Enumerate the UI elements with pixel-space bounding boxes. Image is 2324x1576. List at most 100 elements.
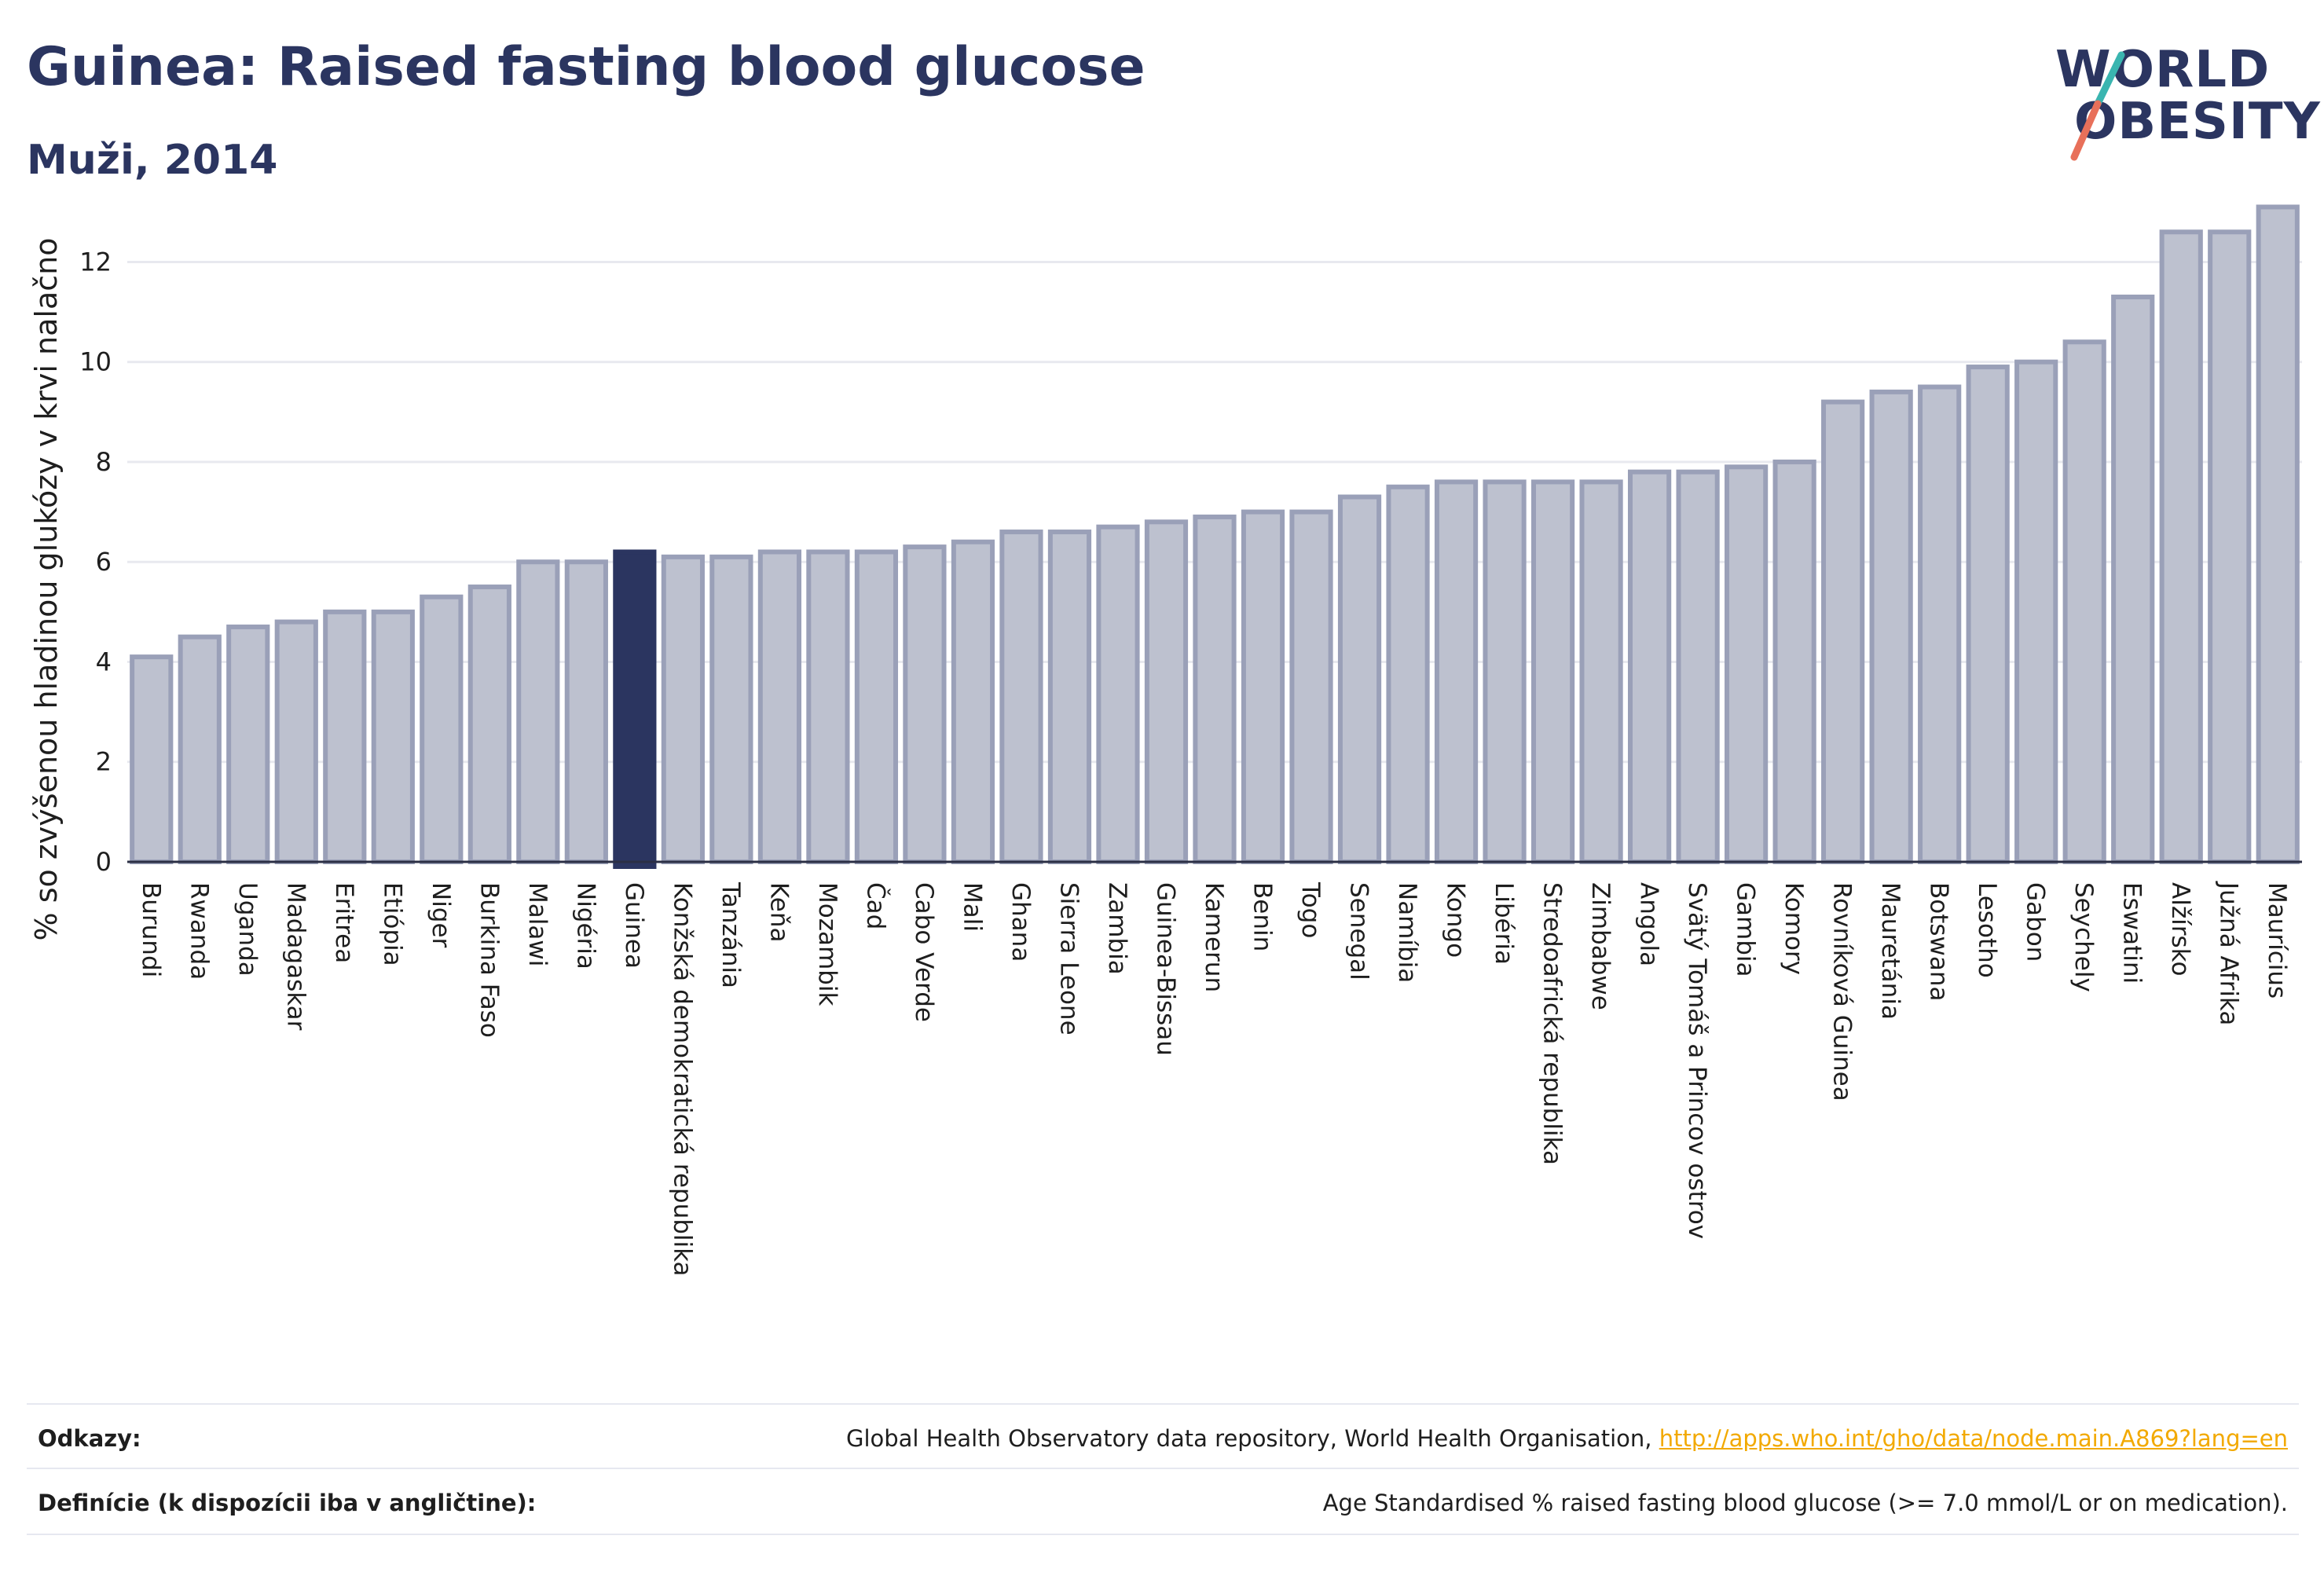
x-tick-label: Zambia (1103, 882, 1131, 975)
x-tick-label: Sierra Leone (1054, 882, 1083, 1035)
y-tick-label: 4 (96, 647, 112, 676)
axis-layer: 0 2 4 6 8 10 12 (79, 247, 2302, 877)
bar (371, 609, 415, 865)
x-tick-label: Kamerun (1200, 882, 1228, 992)
bar (274, 619, 318, 864)
bar (1966, 365, 2010, 865)
bar (903, 544, 947, 865)
bar (1483, 479, 1527, 864)
x-tick-label: Svätý Tomáš a Princov ostrov (1683, 882, 1711, 1239)
bar (951, 539, 995, 865)
x-tick-label: Senegal (1345, 882, 1373, 980)
y-tick-label: 8 (96, 447, 112, 477)
x-tick-label: Malawi (523, 882, 552, 966)
bar (661, 554, 705, 864)
bar (1579, 479, 1623, 864)
bar (1193, 514, 1237, 864)
x-tick-label: Lesotho (1973, 882, 2001, 978)
bar (806, 549, 850, 864)
bar (2159, 229, 2203, 864)
bar (1289, 509, 1333, 864)
bar (613, 549, 657, 869)
bar (1241, 509, 1285, 864)
bar (226, 624, 270, 864)
bar (1676, 469, 1720, 864)
bar (1434, 479, 1479, 864)
x-tick-label: Etiópia (378, 882, 406, 966)
bar (1725, 464, 1769, 864)
bar (1386, 484, 1430, 864)
x-tick-label: Botswana (1925, 882, 1953, 1002)
bar (1144, 519, 1189, 865)
x-tick-label: Alžírsko (2166, 882, 2194, 976)
world-obesity-logo: WORLD OBESITY (2051, 39, 2320, 173)
bar (709, 554, 753, 864)
bar (2208, 229, 2252, 864)
x-tick-label: Maurícius (2263, 882, 2291, 999)
x-tick-label: Niger (427, 882, 455, 948)
x-tick-label: Stredoafrická republika (1538, 882, 1567, 1165)
definitions-row: Definície (k dispozícii iba v angličtine… (27, 1468, 2299, 1535)
bar (2062, 339, 2106, 865)
bar (516, 559, 560, 864)
bar (323, 609, 367, 865)
x-tick-label: Kongo (1442, 882, 1470, 958)
bar (420, 594, 464, 864)
y-tick-label: 12 (79, 247, 112, 277)
bar (2014, 359, 2058, 865)
x-tick-label: Burundi (137, 882, 165, 977)
x-tick-label: Mozambik (813, 882, 841, 1006)
x-tick-label: Rwanda (185, 882, 213, 980)
bar (1627, 469, 1672, 864)
references-link[interactable]: http://apps.who.int/gho/data/node.main.A… (1659, 1425, 2288, 1452)
x-tick-label: Togo (1296, 881, 1325, 938)
bar (1530, 479, 1575, 864)
bar-chart: 0 2 4 6 8 10 12 Burundi Rwanda Uganda Madagaskar E… (29, 204, 2302, 1277)
bar (1821, 399, 1865, 864)
references-row: Odkazy: Global Health Observatory data r… (27, 1403, 2299, 1468)
x-tick-label: Madagaskar (281, 882, 310, 1031)
bar (757, 549, 802, 864)
x-tick-label: Guinea-Bissau (1151, 882, 1179, 1056)
logo-slash-icon (2070, 51, 2125, 161)
bar (178, 634, 222, 865)
logo-word-world: WORLD (2055, 41, 2271, 99)
x-tick-label: Mali (958, 882, 986, 932)
x-tick-label: Ghana (1006, 882, 1035, 962)
x-tick-label: Komory (1780, 882, 1808, 975)
references-label: Odkazy: (38, 1425, 141, 1452)
x-tick-label: Konžská demokratická republika (668, 882, 696, 1277)
x-tick-label: Seychely (2069, 882, 2098, 992)
x-tick-label: Tanzánia (717, 881, 745, 988)
bar-layer (130, 204, 2300, 869)
x-tick-label: Južná Afrika (2215, 881, 2243, 1025)
bar (1337, 494, 1382, 865)
y-tick-label: 0 (96, 847, 112, 877)
definitions-value: Age Standardised % raised fasting blood … (1322, 1490, 2288, 1516)
bar (1096, 524, 1140, 864)
x-tick-label: Cabo Verde (910, 882, 938, 1022)
y-tick-label: 10 (79, 347, 112, 377)
x-tick-label: Mauretánia (1876, 882, 1904, 1020)
references-text: Global Health Observatory data repositor… (845, 1425, 1659, 1452)
page-subtitle: Muži, 2014 (27, 137, 278, 184)
x-tick-label: Burkina Faso (475, 882, 503, 1038)
y-axis-label: % so zvýšenou hladinou glukózy v krvi na… (29, 238, 64, 941)
x-tick-label: Eritrea (330, 882, 358, 963)
x-tick-label: Guinea (620, 882, 648, 969)
references-value: Global Health Observatory data repositor… (846, 1425, 2288, 1452)
x-tick-label: Benin (1248, 882, 1277, 951)
x-tick-label: Angola (1635, 882, 1663, 966)
x-tick-label: Namíbia (1393, 882, 1421, 983)
x-tick-label: Eswatini (2118, 882, 2146, 984)
x-tick-label: Čad (861, 882, 890, 929)
x-tick-label: Rovníková Guinea (1828, 882, 1857, 1101)
y-tick-label: 2 (96, 747, 112, 777)
x-tick-label: Zimbabwe (1586, 882, 1615, 1010)
x-tick-label: Gabon (2022, 882, 2050, 962)
definitions-label: Definície (k dispozícii iba v angličtine… (38, 1490, 537, 1516)
x-tick-label: Gambia (1732, 882, 1760, 977)
bar (130, 654, 174, 864)
bar (564, 559, 608, 864)
bar (999, 530, 1043, 864)
